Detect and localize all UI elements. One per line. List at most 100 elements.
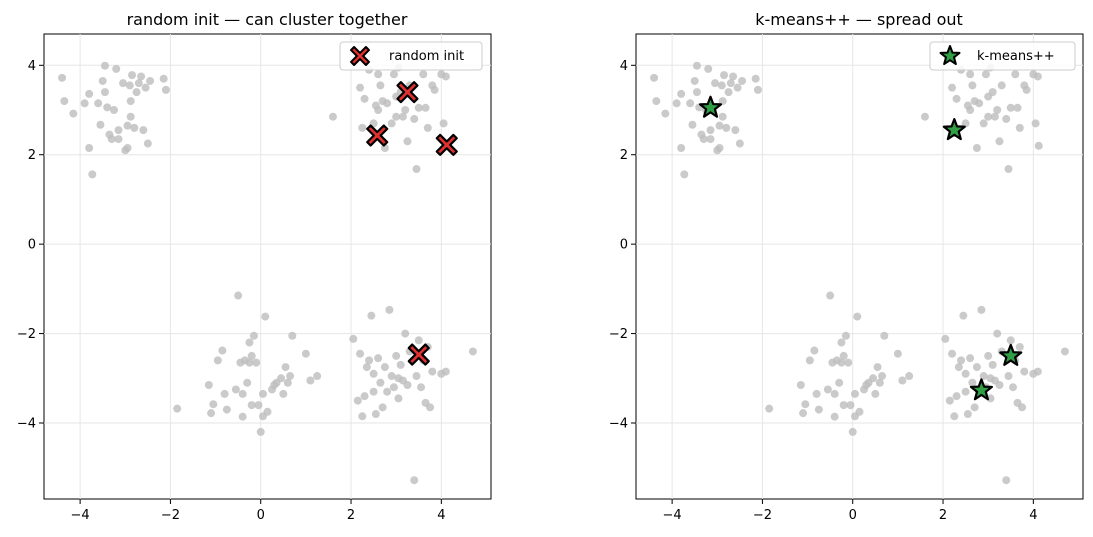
data-point [417, 383, 426, 392]
data-point [263, 407, 272, 416]
data-point [123, 144, 132, 153]
data-point [378, 403, 387, 412]
data-point [699, 135, 708, 144]
legend-x-icon [350, 46, 370, 66]
data-point [238, 412, 247, 421]
x-tick-label: −2 [161, 508, 180, 523]
x-tick-label: −2 [753, 508, 772, 523]
data-point [661, 109, 670, 118]
data-point [731, 126, 740, 135]
data-point [401, 329, 410, 338]
data-point [920, 112, 929, 121]
data-point [358, 412, 367, 421]
data-point [1031, 119, 1040, 128]
axis-ticks: −4 −2 0 2 4 −4 −2 0 2 4 [17, 59, 446, 523]
data-point [114, 135, 123, 144]
data-point [968, 378, 977, 387]
data-point [986, 394, 995, 403]
data-point [353, 396, 362, 405]
center-star-marker [698, 95, 723, 118]
data-point [103, 103, 112, 112]
data-point [880, 331, 889, 340]
data-point [846, 401, 855, 410]
data-point [993, 329, 1002, 338]
data-point [222, 405, 231, 414]
data-point [961, 369, 970, 378]
data-point [247, 351, 256, 360]
y-tick-label: 2 [28, 148, 36, 163]
chart-title: k-means++ — spread out [755, 10, 963, 29]
data-point [119, 79, 128, 88]
grid [44, 34, 491, 499]
data-point [380, 363, 389, 372]
data-point [984, 351, 993, 360]
data-point [1033, 367, 1042, 376]
data-point [799, 409, 808, 418]
data-point [132, 88, 141, 97]
data-point [981, 70, 990, 79]
data-point [718, 112, 727, 121]
data-point [421, 103, 430, 112]
data-point [1011, 70, 1020, 79]
data-point [893, 349, 902, 358]
data-point [173, 404, 182, 413]
data-point [972, 363, 981, 372]
data-point [161, 85, 170, 94]
data-point [706, 135, 715, 144]
data-point [690, 76, 699, 85]
data-point [85, 144, 94, 153]
data-point [80, 99, 89, 108]
center-star-marker [999, 343, 1023, 366]
data-point [1006, 336, 1015, 345]
data-point [428, 367, 437, 376]
data-point [765, 404, 774, 413]
data-point [439, 119, 448, 128]
data-point [112, 64, 121, 73]
init-centers [698, 95, 1023, 401]
data-point [125, 81, 134, 90]
data-point [279, 389, 288, 398]
data-point [130, 123, 139, 132]
x-tick-label: −4 [71, 508, 90, 523]
subplot-kmeans-plus-plus: k-means++ — spread out −4 −2 0 2 4 −4 −2 0 2 4 k-… [609, 10, 1084, 523]
data-point [959, 311, 968, 320]
data-point [374, 354, 383, 363]
data-point [796, 380, 805, 389]
data-point [715, 121, 724, 130]
data-point [128, 71, 137, 80]
data-point [410, 476, 419, 485]
data-point [677, 144, 686, 153]
data-point [313, 372, 322, 381]
data-point [277, 374, 286, 383]
data-point [261, 312, 270, 321]
x-tick-label: −4 [663, 508, 682, 523]
data-point [941, 334, 950, 343]
data-point [990, 112, 999, 121]
data-point [365, 356, 374, 365]
data-point [369, 387, 378, 396]
data-point [387, 119, 396, 128]
data-point [258, 389, 267, 398]
data-point [726, 79, 735, 88]
data-point [143, 139, 152, 148]
data-point [362, 363, 371, 372]
data-point [207, 409, 216, 418]
data-point [950, 412, 959, 421]
data-point [414, 103, 423, 112]
data-point [385, 305, 394, 314]
y-tick-label: 0 [620, 238, 628, 253]
data-point [234, 291, 243, 300]
data-point [848, 427, 857, 436]
legend-label: k-means++ [977, 49, 1055, 64]
data-point [356, 83, 365, 92]
data-point [830, 389, 839, 398]
data-point [692, 88, 701, 97]
axis-ticks: −4 −2 0 2 4 −4 −2 0 2 4 [609, 59, 1038, 523]
data-point [94, 99, 103, 108]
data-point [441, 72, 450, 81]
data-point [1002, 476, 1011, 485]
plot-frame [43, 33, 492, 500]
data-point [367, 311, 376, 320]
data-point [137, 72, 146, 81]
